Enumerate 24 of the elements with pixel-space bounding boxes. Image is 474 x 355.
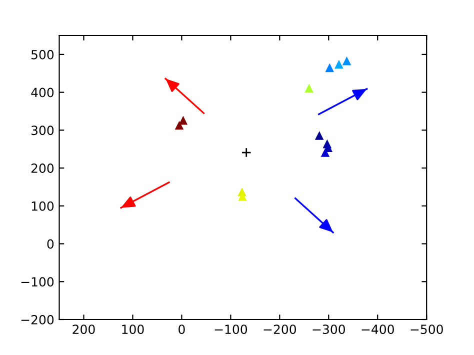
point — [325, 63, 334, 72]
x-tick-label: 200 — [72, 324, 95, 334]
x-tick-label: −100 — [214, 324, 248, 334]
x-tick-label: 0 — [178, 324, 185, 334]
y-tick-label: −100 — [21, 277, 54, 287]
point — [342, 56, 352, 66]
y-tick-label: 200 — [31, 164, 54, 173]
x-tick-label: −400 — [362, 324, 394, 334]
point — [304, 84, 314, 93]
y-tick-label: 500 — [31, 50, 54, 60]
point — [334, 60, 344, 69]
x-tick-label: −500 — [410, 324, 443, 334]
point — [320, 148, 330, 157]
point — [314, 131, 324, 140]
x-tick-label: 100 — [122, 324, 144, 334]
x-tick-label: −300 — [312, 324, 345, 334]
y-tick-label: 100 — [32, 201, 54, 211]
y-tick-label: 0 — [47, 239, 54, 249]
y-tick-label: 300 — [31, 126, 54, 136]
x-tick-label: −200 — [264, 324, 296, 334]
point — [238, 192, 247, 201]
y-tick-label: −200 — [21, 314, 54, 324]
y-tick-label: 400 — [31, 88, 54, 98]
point — [241, 147, 252, 158]
